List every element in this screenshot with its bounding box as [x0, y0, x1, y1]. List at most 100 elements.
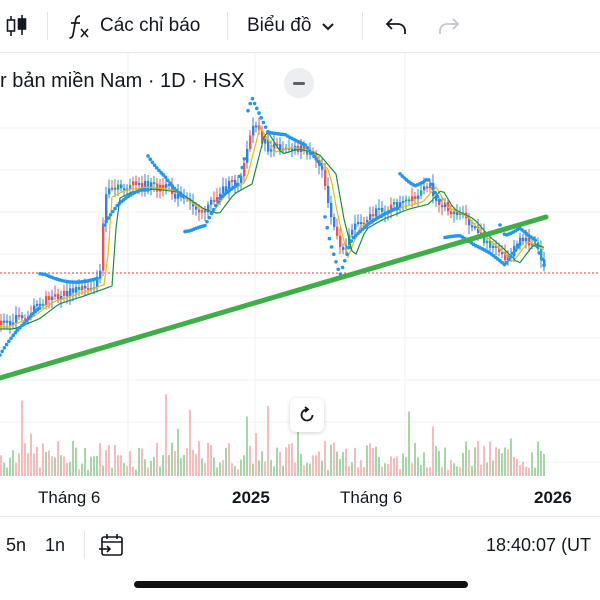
candle-body — [411, 196, 414, 202]
candle-body — [165, 183, 168, 188]
candle-body — [96, 278, 99, 288]
sar-dot — [431, 186, 435, 191]
sar-dot — [504, 260, 509, 265]
candle-body — [354, 223, 357, 230]
range-1y-button[interactable]: 1n — [45, 517, 65, 573]
volume-bar — [435, 445, 437, 476]
candle-body — [117, 184, 120, 190]
sar-dot — [13, 330, 18, 335]
volume-bar — [408, 411, 410, 476]
volume-bar — [228, 442, 230, 476]
volume-bar — [519, 465, 521, 476]
volume-bar — [390, 456, 392, 476]
indicators-button[interactable]: Các chỉ báo — [66, 0, 200, 52]
candle-body — [492, 245, 495, 248]
sar-dot — [540, 257, 544, 262]
sar-dot — [22, 321, 27, 326]
volume-bar — [213, 457, 215, 476]
volume-bar — [396, 456, 398, 476]
volume-bar — [432, 426, 434, 476]
candle-body — [57, 294, 60, 300]
sar-dot — [24, 319, 29, 323]
chart-type-dropdown[interactable]: Biểu đồ — [247, 0, 337, 52]
sar-dot — [246, 108, 250, 113]
volume-bar — [219, 462, 221, 476]
sar-dot — [240, 165, 244, 170]
volume-bar — [507, 449, 509, 476]
volume-bar — [510, 438, 512, 476]
volume-bar — [210, 445, 212, 476]
trend-line — [0, 214, 549, 381]
volume-bar — [399, 469, 401, 476]
volume-bar — [537, 441, 539, 476]
sar-dot — [318, 162, 323, 167]
volume-bar — [171, 442, 173, 476]
sar-dot — [305, 146, 310, 150]
candle-body — [273, 143, 276, 150]
volume-bar — [465, 441, 467, 476]
reset-chart-button[interactable] — [290, 398, 324, 432]
volume-bar — [498, 448, 500, 476]
volume-bar — [162, 455, 164, 476]
undo-button[interactable] — [383, 0, 409, 52]
candle-body — [324, 169, 327, 186]
volume-bar — [207, 442, 209, 476]
sar-dot — [26, 316, 31, 321]
x-axis-label: 2025 — [232, 488, 270, 507]
sar-dot — [332, 252, 336, 257]
candle-body — [102, 223, 105, 271]
volume-bar — [258, 460, 260, 476]
volume-bar — [147, 467, 149, 476]
bottom-toolbar: 5n 1n 18:40:07 (UT — [0, 516, 600, 573]
candle-body — [408, 199, 411, 202]
volume-bar — [378, 457, 380, 476]
range-5y-button[interactable]: 5n — [6, 517, 26, 573]
redo-button[interactable] — [436, 0, 462, 52]
volume-bar — [249, 445, 251, 476]
volume-bar — [492, 460, 494, 476]
candle-body — [222, 186, 225, 194]
candle-body — [504, 252, 507, 261]
candle-body — [315, 154, 318, 160]
volume-bar — [357, 467, 359, 476]
volume-bar — [447, 469, 449, 476]
collapse-legend-button[interactable] — [284, 68, 314, 98]
candle-body — [456, 211, 459, 216]
sar-dot — [435, 194, 440, 199]
volume-bar — [21, 400, 23, 476]
candle-body — [519, 237, 522, 244]
sar-dot — [0, 349, 4, 354]
candle-body — [351, 229, 354, 235]
volume-bar — [63, 456, 65, 476]
volume-bar — [387, 463, 389, 476]
volume-bar — [423, 452, 425, 476]
volume-bar — [360, 460, 362, 476]
chart-style-button[interactable] — [4, 0, 30, 52]
sar-dot — [161, 173, 166, 177]
volume-bar — [120, 455, 122, 476]
volume-bar — [90, 456, 92, 476]
volume-bar — [273, 466, 275, 476]
candle-body — [495, 245, 498, 248]
volume-bar — [45, 451, 47, 476]
candle-body — [228, 180, 231, 192]
x-axis-label: Tháng 6 — [340, 488, 403, 507]
volume-bar — [264, 461, 266, 476]
sar-dot — [340, 265, 345, 270]
candle-body — [60, 295, 63, 300]
candle-body — [339, 235, 342, 248]
volume-bar — [393, 458, 395, 476]
candle-body — [477, 227, 480, 234]
volume-bar — [438, 450, 440, 476]
volume-bar — [411, 463, 413, 476]
volume-bar — [252, 463, 254, 476]
volume-bar — [534, 467, 536, 476]
sar-dot — [108, 212, 113, 217]
volume-bar — [150, 460, 152, 476]
candle-body — [18, 314, 21, 317]
sar-dot — [252, 101, 257, 106]
candle-body — [372, 214, 375, 217]
volume-bar — [198, 441, 200, 476]
candle-body — [3, 320, 6, 323]
goto-date-button[interactable] — [98, 517, 126, 573]
